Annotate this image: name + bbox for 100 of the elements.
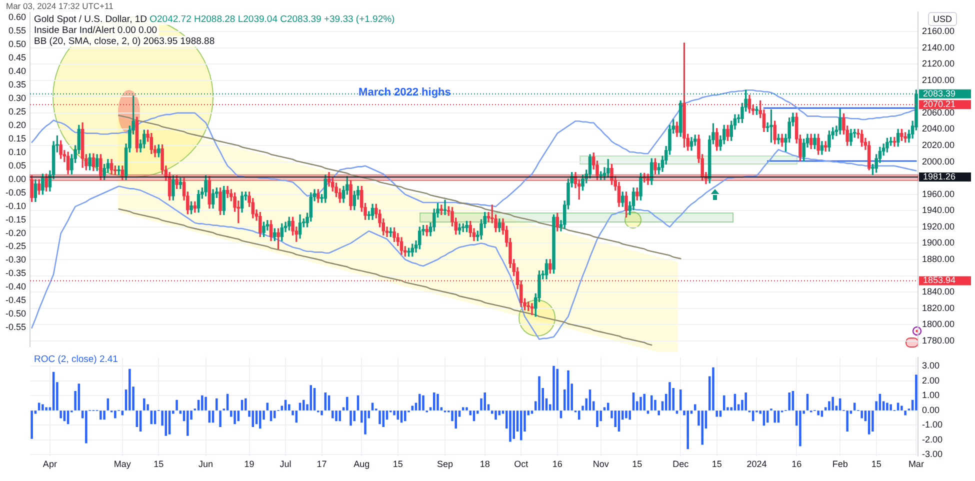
y2-tick-label: 0.00 xyxy=(8,174,26,184)
bar xyxy=(454,410,458,429)
bar xyxy=(219,410,222,428)
bar xyxy=(788,392,790,410)
bar xyxy=(668,382,671,410)
x-tick-label: 17 xyxy=(316,459,327,470)
y-tick-label: 1940.00 xyxy=(922,205,955,216)
y-tick-label: 1880.00 xyxy=(922,254,955,264)
bar xyxy=(418,394,421,410)
bar xyxy=(346,396,348,410)
bar xyxy=(244,398,247,410)
y-tick-label: 1960.00 xyxy=(922,188,955,199)
text: Mar 03, 2024 17:32 UTC+11 xyxy=(4,1,116,12)
bar xyxy=(364,410,366,434)
y2-tick-label: 0.60 xyxy=(8,12,26,22)
x-tick-label: Jun xyxy=(198,459,214,470)
bar xyxy=(216,398,218,410)
x-tick-label: 15 xyxy=(154,459,164,470)
y2-tick-label: 0.40 xyxy=(8,66,26,76)
bar xyxy=(530,410,534,414)
y-tick-label: 1840.00 xyxy=(922,286,955,297)
y-tick-label: 2120.00 xyxy=(922,58,955,69)
bar xyxy=(658,410,660,416)
bar xyxy=(484,392,486,410)
bar xyxy=(42,404,44,410)
x-tick-label: 19 xyxy=(244,459,254,470)
bar xyxy=(186,410,189,436)
y-tick-label: 1800.00 xyxy=(922,319,955,330)
annotation: March 2022 highs xyxy=(358,86,451,99)
bar xyxy=(538,376,540,410)
bar xyxy=(466,407,468,410)
bar xyxy=(676,410,678,414)
bar xyxy=(201,395,204,410)
chart-title: ROC (2, close) 2.41 xyxy=(34,354,118,365)
x-tick-label: Dec xyxy=(672,459,690,470)
y-tick-label: 2160.00 xyxy=(922,26,955,36)
y2-tick-label: -0.20 xyxy=(5,228,26,238)
y-tick-label: 1900.00 xyxy=(922,238,955,248)
annotation: Inside Bar Ind/Alert 0.00 0.00 xyxy=(32,25,160,36)
bar xyxy=(646,410,650,414)
bar xyxy=(313,388,316,410)
bar xyxy=(828,401,830,410)
bar xyxy=(640,396,642,410)
y2-tick-label: -0.55 xyxy=(5,322,26,332)
bar xyxy=(509,410,512,442)
x-tick-label: Aug xyxy=(354,459,370,470)
ref-line-label: 2083.39 xyxy=(923,88,956,98)
bar xyxy=(520,410,522,440)
bar xyxy=(744,392,747,410)
annotation: BB (20, SMA, close, 2, 0) 2063.95 1988.88 xyxy=(32,36,217,47)
x-tick-label: 15 xyxy=(871,459,882,470)
y2-tick-label: -0.25 xyxy=(5,241,26,252)
y2-tick-label: 0.15 xyxy=(8,133,26,144)
bar xyxy=(404,410,406,422)
y-tick-label: 2060.00 xyxy=(922,107,955,118)
ref-line-label: 2070.21 xyxy=(923,99,956,110)
x-tick-label: 15 xyxy=(392,459,403,470)
bar xyxy=(204,396,207,410)
x-tick-label: 15 xyxy=(632,459,642,470)
bar xyxy=(462,407,464,410)
y2-tick-label: 0.50 xyxy=(8,38,26,49)
bar xyxy=(552,366,555,410)
y2-tick-label: -0.30 xyxy=(5,254,26,265)
y2-tick-label: -0.05 xyxy=(5,187,26,198)
y2-tick-label: 0.55 xyxy=(8,25,26,36)
y-tick-label: 0.00 xyxy=(922,404,940,415)
bar xyxy=(596,410,598,428)
bar xyxy=(143,398,146,410)
bar xyxy=(712,367,714,410)
x-tick-label: Apr xyxy=(42,459,57,470)
y-tick-label: 2100.00 xyxy=(922,74,955,85)
bar xyxy=(45,407,48,410)
x-tick-label: Jul xyxy=(280,459,292,470)
y2-tick-label: 0.10 xyxy=(8,146,26,157)
bar xyxy=(288,404,290,410)
bar xyxy=(603,407,606,410)
bar xyxy=(302,400,305,410)
bar xyxy=(378,410,381,424)
ref-line-label: 1853.94 xyxy=(923,275,956,286)
bar xyxy=(890,404,892,410)
bar xyxy=(78,384,80,410)
bar xyxy=(832,396,834,410)
bar xyxy=(128,368,131,410)
y2-tick-label: 0.20 xyxy=(8,120,26,130)
y-tick-label: 2140.00 xyxy=(922,42,955,52)
y2-tick-label: 0.30 xyxy=(8,92,26,103)
x-tick-label: Feb xyxy=(832,459,848,470)
y-tick-label: 1.00 xyxy=(922,390,940,400)
bar xyxy=(320,410,323,416)
y2-tick-label: -0.45 xyxy=(5,295,26,306)
bar xyxy=(234,410,236,424)
y2-tick-label: 0.45 xyxy=(8,52,26,62)
bar xyxy=(103,410,106,420)
y-tick-label: 2.00 xyxy=(922,375,940,386)
chart-title: Gold Spot / U.S. Dollar, 1D xyxy=(34,14,147,25)
y2-tick-label: -0.10 xyxy=(5,200,26,211)
x-tick-label: May xyxy=(114,459,132,470)
bar xyxy=(274,410,276,418)
x-tick-label: 16 xyxy=(552,459,562,470)
bar xyxy=(332,410,334,418)
